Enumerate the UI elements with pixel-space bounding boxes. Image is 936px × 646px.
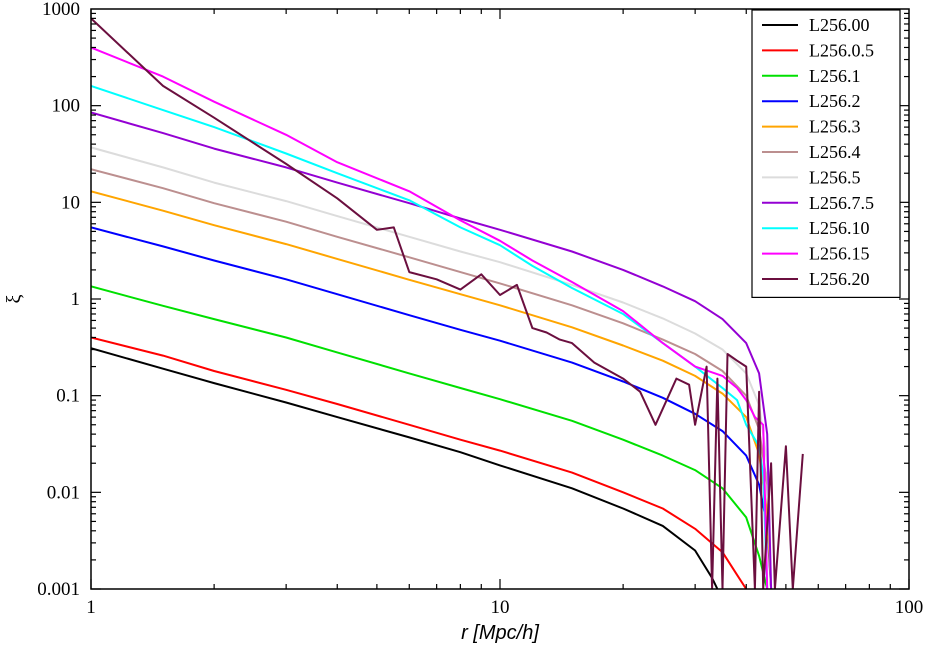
- legend-label: L256.00: [809, 15, 870, 35]
- legend-box: [751, 9, 901, 298]
- y-tick-label: 1000: [42, 0, 80, 20]
- x-tick-label: 10: [491, 597, 510, 618]
- y-tick-label: 10: [61, 192, 80, 213]
- legend: L256.00 L256.0.5 L256.1 L256.2 L256.3 L256.4 L…: [751, 9, 901, 298]
- legend-label: L256.7.5: [809, 193, 874, 213]
- series-line: [91, 46, 769, 589]
- series-line: [91, 84, 769, 589]
- x-tick-label: 1: [86, 597, 96, 618]
- plot-frame: [90, 8, 910, 590]
- legend-label: L256.2: [809, 91, 861, 111]
- legend-label: L256.5: [809, 167, 861, 187]
- series-layer: [91, 17, 804, 589]
- ticks-layer: 1 10 100 0.001 0.01 0.1 1 10 100 1000: [37, 0, 923, 618]
- y-tick-label: 0.1: [56, 386, 80, 407]
- legend-label: L256.15: [809, 244, 870, 264]
- series-line: [91, 111, 773, 589]
- series-line: [91, 285, 769, 589]
- series-line: [91, 190, 773, 589]
- series-line: [91, 226, 773, 589]
- y-tick-label: 0.01: [47, 482, 80, 503]
- y-axis-label: ξ: [3, 294, 25, 303]
- y-tick-label: 100: [52, 96, 81, 117]
- series-line: [91, 347, 719, 589]
- y-tick-label: 0.001: [37, 579, 80, 600]
- legend-label: L256.0.5: [809, 40, 874, 60]
- y-tick-label: 1: [71, 289, 81, 310]
- legend-label: L256.20: [809, 269, 870, 289]
- legend-label: L256.3: [809, 117, 861, 137]
- legend-label: L256.10: [809, 218, 870, 238]
- legend-label: L256.1: [809, 66, 861, 86]
- series-line: [91, 17, 804, 589]
- x-axis-label: r [Mpc/h]: [461, 622, 539, 644]
- legend-label: L256.4: [809, 142, 861, 162]
- x-tick-label: 100: [895, 597, 924, 618]
- series-line: [91, 146, 773, 589]
